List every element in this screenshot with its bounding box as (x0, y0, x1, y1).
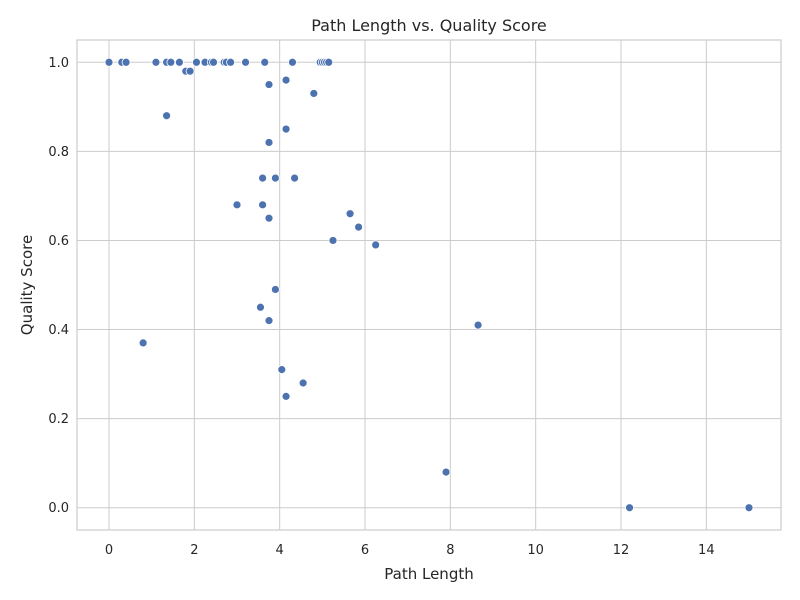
data-point (174, 57, 184, 67)
y-tick-label: 0.8 (48, 145, 69, 160)
data-point (104, 57, 114, 67)
data-point (264, 316, 274, 326)
plot-frame (76, 39, 782, 531)
data-point (281, 391, 291, 401)
data-point (270, 285, 280, 294)
data-point (288, 57, 297, 67)
data-point (345, 209, 355, 219)
data-point (258, 200, 268, 210)
y-tick-label: 1.0 (48, 56, 69, 71)
data-point (264, 138, 274, 147)
y-tick-label: 0.0 (48, 501, 69, 516)
data-point (258, 173, 268, 183)
data-point (162, 111, 172, 121)
data-point (744, 503, 754, 513)
data-point (260, 57, 270, 67)
data-point (185, 66, 195, 76)
x-tick-labels: 0 2 4 6 8 10 12 14 (105, 543, 715, 558)
chart-title: Path Length vs. Quality Score (311, 16, 547, 35)
data-point (281, 75, 291, 85)
data-point (298, 378, 308, 388)
data-point (226, 57, 236, 67)
data-point (270, 173, 280, 183)
data-point (209, 57, 218, 67)
grid-lines (77, 40, 781, 530)
data-point (354, 222, 364, 232)
data-point (232, 200, 242, 210)
data-point (281, 124, 291, 134)
data-point (241, 57, 250, 67)
x-axis-label: Path Length (384, 565, 473, 583)
x-tick-label: 14 (698, 543, 715, 558)
data-point (192, 57, 201, 67)
x-tick-label: 8 (446, 543, 454, 558)
x-tick-label: 6 (361, 543, 369, 558)
x-tick-label: 2 (190, 543, 198, 558)
y-tick-labels: 0.0 0.2 0.4 0.6 0.8 1.0 (48, 56, 69, 516)
x-tick-label: 0 (105, 543, 113, 558)
data-point (277, 365, 287, 375)
data-point (290, 173, 300, 183)
x-tick-label: 10 (527, 543, 544, 558)
data-point (473, 320, 483, 330)
y-tick-label: 0.6 (48, 234, 69, 249)
data-point (625, 503, 634, 513)
data-point (264, 80, 274, 89)
y-tick-label: 0.4 (48, 323, 69, 338)
data-point (138, 338, 148, 348)
data-point (121, 57, 131, 67)
data-point (151, 57, 161, 67)
data-point (328, 236, 338, 245)
y-axis-label: Quality Score (18, 235, 36, 335)
y-tick-label: 0.2 (48, 412, 69, 427)
x-tick-label: 12 (613, 543, 630, 558)
data-point (166, 57, 176, 67)
data-point (264, 213, 274, 223)
x-tick-label: 4 (276, 543, 284, 558)
data-point (256, 302, 265, 312)
data-point (309, 89, 319, 98)
data-point (371, 240, 381, 250)
data-point (441, 467, 451, 477)
data-points (104, 57, 754, 513)
data-point (324, 57, 334, 67)
